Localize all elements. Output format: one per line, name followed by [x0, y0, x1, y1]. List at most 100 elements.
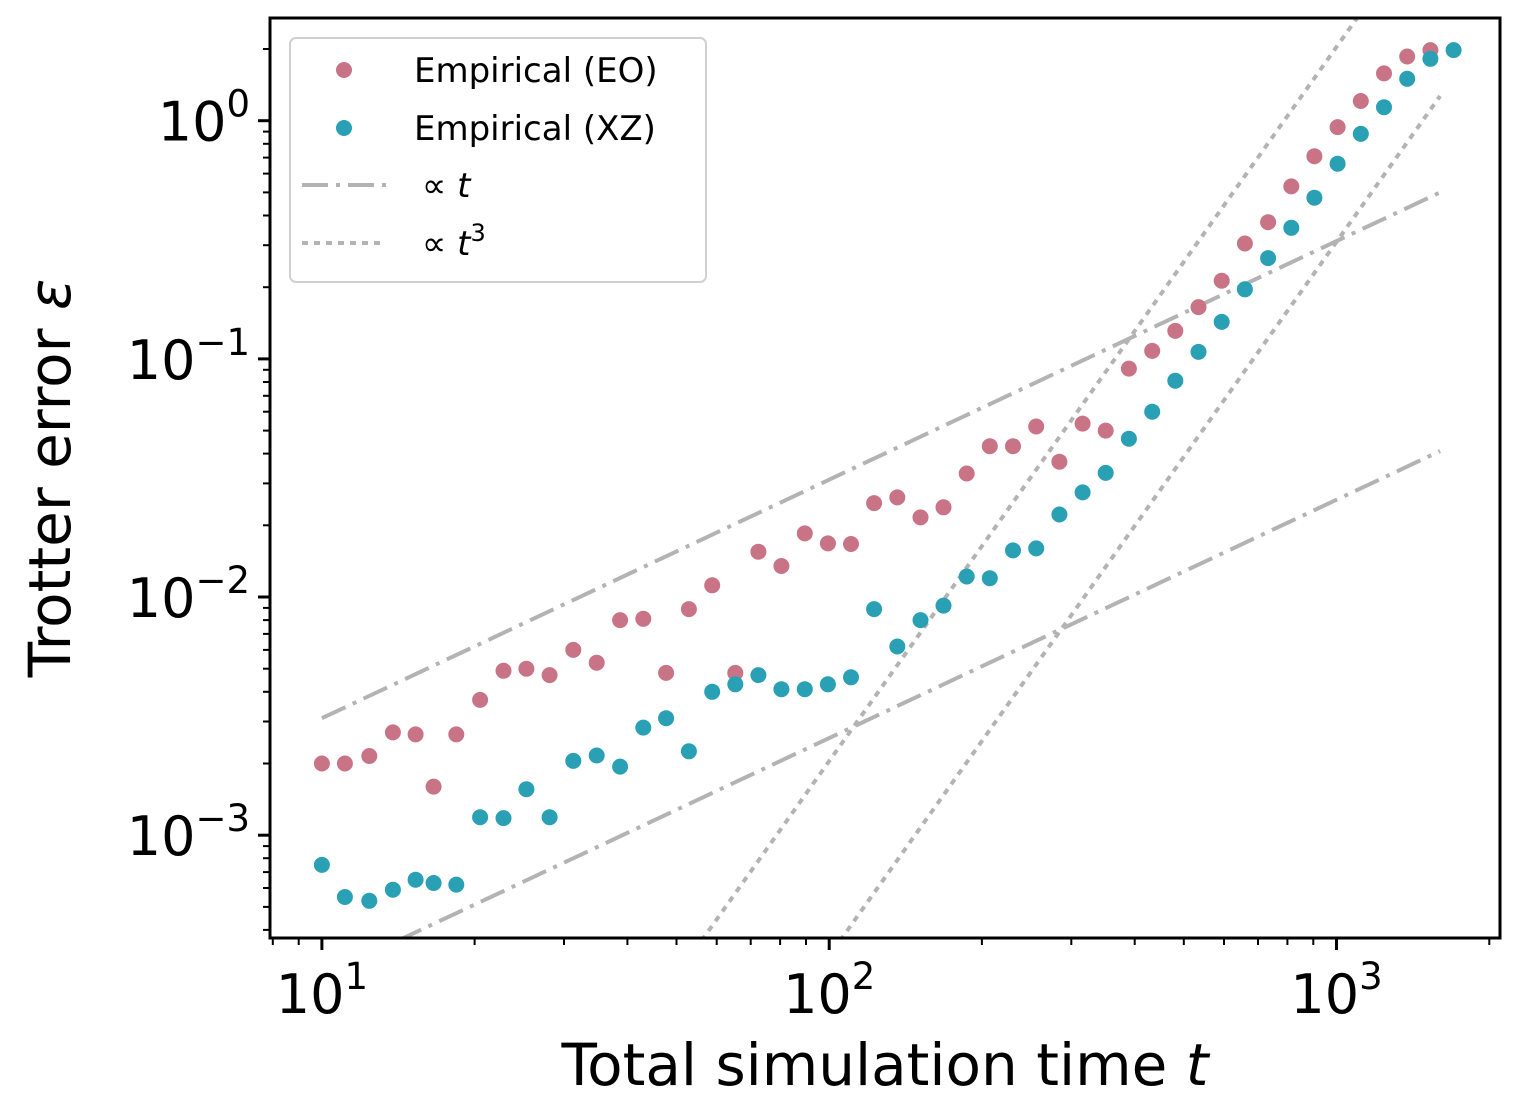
point-xz-49: [1445, 42, 1462, 59]
point-eo-6: [448, 726, 465, 743]
point-eo-12: [588, 654, 605, 671]
point-eo-23: [843, 536, 859, 552]
point-eo-20: [773, 558, 790, 574]
point-eo-33: [1074, 415, 1091, 432]
y-tick-label-0: 10−3: [127, 797, 250, 868]
point-eo-45: [1352, 93, 1369, 109]
legend-marker-xz: [336, 120, 352, 136]
x-tick-base-2: 10: [1290, 963, 1359, 1026]
point-xz-15: [658, 710, 675, 727]
point-eo-32: [1051, 453, 1068, 470]
point-eo-25: [889, 489, 906, 506]
cubic-guide-line-3: [839, 94, 1442, 938]
point-xz-16: [680, 743, 697, 760]
point-eo-7: [472, 691, 489, 708]
y-tick-label-1: 10−2: [127, 559, 250, 630]
point-xz-24: [866, 601, 883, 618]
point-xz-7: [472, 809, 489, 826]
x-tick-base-0: 10: [276, 963, 345, 1026]
point-eo-3: [384, 724, 401, 741]
legend-label-linear-var: t: [457, 166, 472, 206]
point-eo-34: [1097, 422, 1114, 439]
point-xz-47: [1399, 70, 1416, 87]
point-eo-17: [704, 577, 721, 594]
point-eo-2: [361, 748, 378, 764]
point-xz-12: [588, 747, 605, 764]
x-axis-label: Total simulation time t: [561, 1031, 1211, 1099]
x-tick-label-2: 103: [1290, 955, 1382, 1026]
point-xz-27: [935, 597, 952, 614]
point-xz-28: [958, 568, 975, 585]
trend-lines: [321, 18, 1442, 938]
point-eo-42: [1283, 178, 1300, 195]
y-tick-exp-2: −1: [195, 321, 250, 364]
point-xz-1: [336, 889, 353, 905]
point-eo-0: [313, 755, 330, 772]
point-xz-34: [1097, 464, 1114, 481]
point-eo-29: [981, 438, 998, 455]
point-xz-39: [1213, 313, 1230, 330]
point-xz-8: [495, 810, 512, 827]
point-eo-16: [680, 601, 697, 618]
point-xz-30: [1005, 542, 1021, 559]
point-xz-19: [750, 667, 767, 684]
legend-box: [289, 37, 707, 283]
point-eo-28: [958, 465, 975, 482]
y-tick-base-2: 10: [127, 329, 196, 392]
point-eo-43: [1306, 148, 1323, 165]
point-xz-21: [796, 681, 813, 698]
point-xz-32: [1051, 506, 1068, 523]
legend-label-eo: Empirical (EO): [414, 51, 658, 91]
y-tick-exp-1: −2: [195, 559, 250, 602]
point-xz-14: [635, 719, 652, 736]
point-eo-30: [1005, 438, 1021, 455]
point-eo-46: [1376, 65, 1392, 82]
linear-guide-line-1: [398, 449, 1441, 938]
linear-guide-line-0: [321, 190, 1441, 721]
point-xz-38: [1190, 343, 1207, 360]
point-xz-37: [1167, 372, 1184, 389]
axis-ticks: [258, 48, 1491, 950]
y-tick-exp-3: 0: [226, 83, 250, 126]
point-xz-17: [704, 683, 721, 700]
y-tick-base-1: 10: [127, 567, 196, 630]
point-xz-26: [912, 612, 929, 629]
legend-marker-eo: [336, 62, 352, 78]
point-xz-5: [425, 875, 442, 891]
y-tick-exp-0: −3: [195, 797, 250, 840]
point-eo-1: [336, 755, 353, 772]
point-xz-20: [773, 681, 790, 698]
point-eo-19: [750, 543, 767, 560]
point-xz-31: [1028, 540, 1045, 557]
x-tick-exp-0: 1: [344, 955, 368, 998]
point-xz-4: [407, 871, 424, 888]
x-axis-label-var: t: [1186, 1031, 1211, 1099]
point-eo-10: [541, 667, 558, 684]
point-eo-36: [1144, 342, 1161, 359]
point-xz-29: [981, 570, 998, 587]
point-eo-37: [1167, 322, 1184, 339]
point-xz-18: [727, 676, 744, 693]
legend-label-cubic-prefix: ∝: [422, 224, 457, 264]
point-eo-18: [727, 664, 744, 681]
point-xz-10: [541, 809, 558, 826]
point-xz-6: [448, 876, 465, 893]
point-xz-41: [1260, 250, 1277, 267]
legend-label-cubic-var: t: [457, 224, 472, 264]
point-eo-31: [1028, 418, 1045, 435]
point-eo-21: [796, 525, 813, 542]
x-tick-base-1: 10: [783, 963, 852, 1026]
point-xz-11: [565, 752, 582, 769]
point-xz-2: [361, 892, 378, 909]
point-xz-0: [313, 856, 330, 873]
x-tick-label-1: 102: [783, 955, 875, 1026]
point-xz-23: [843, 669, 859, 686]
point-eo-5: [425, 778, 442, 795]
y-tick-label-2: 10−1: [127, 321, 250, 392]
point-eo-40: [1236, 235, 1253, 252]
point-xz-42: [1283, 219, 1300, 236]
point-eo-47: [1399, 48, 1416, 65]
y-axis-label-text: Trotter error: [16, 328, 84, 678]
point-xz-40: [1236, 281, 1253, 298]
y-tick-label-3: 100: [158, 83, 250, 154]
